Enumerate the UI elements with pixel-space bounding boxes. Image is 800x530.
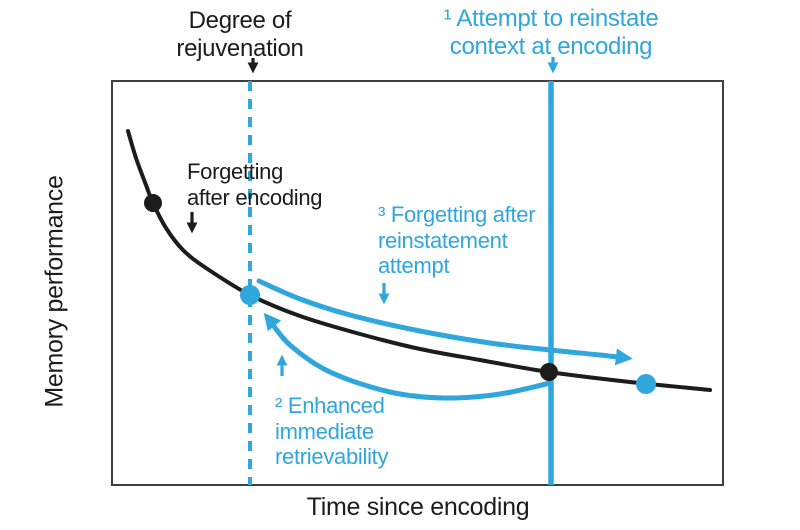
data-point-3 [540,363,558,381]
x-axis-label: Time since encoding [306,493,530,521]
annotation-forgetting-after-encoding: Forgetting after encoding [187,159,323,210]
annotation-enhanced-retrievability: ² Enhanced immediate retrievability [275,393,389,470]
annotation-degree-of-rejuvenation: Degree of rejuvenation [176,7,304,62]
arrow-enhanced-retrievability [263,312,553,401]
annotation-attempt-to-reinstate: ¹ Attempt to reinstate context at encodi… [443,5,659,60]
data-point-4 [636,374,656,394]
data-point-2 [240,285,260,305]
plot-border [111,80,724,486]
curve-forgetting-after-reinstatement [256,278,633,366]
annotation-forgetting-after-reinstatement: ³ Forgetting after reinstatement attempt [378,202,536,279]
y-axis-label: Memory performance [40,175,69,408]
data-point-1 [144,194,162,212]
